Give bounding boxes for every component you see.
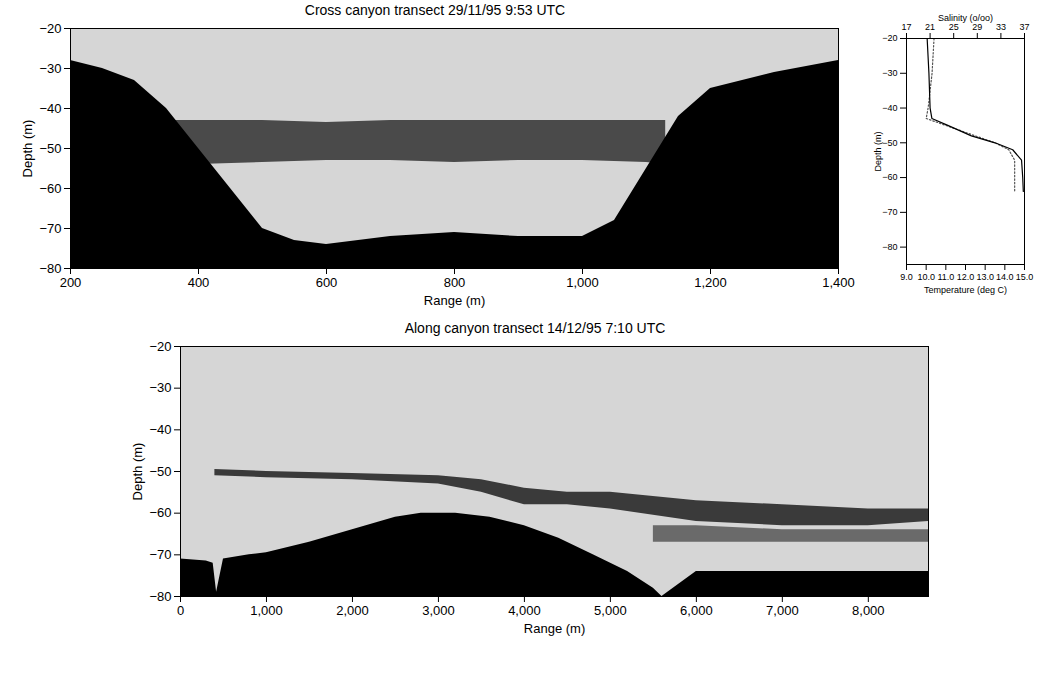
svg-text:21: 21: [925, 22, 935, 32]
svg-text:−40: −40: [149, 422, 171, 437]
svg-text:−20: −20: [39, 21, 61, 36]
svg-text:200: 200: [60, 275, 82, 290]
svg-text:9.0: 9.0: [900, 272, 913, 282]
svg-text:Depth (m): Depth (m): [20, 120, 35, 178]
svg-text:−70: −70: [882, 207, 897, 217]
svg-text:Temperature (deg C): Temperature (deg C): [924, 285, 1007, 295]
svg-text:−50: −50: [149, 464, 171, 479]
svg-text:400: 400: [188, 275, 210, 290]
html-text:Along canyon transect 14/12/95: Along canyon transect 14/12/95 7:10 UTC: [404, 320, 666, 336]
svg-text:Depth (m): Depth (m): [130, 443, 145, 501]
svg-text:−30: −30: [149, 380, 171, 395]
svg-text:600: 600: [316, 275, 338, 290]
svg-text:1,200: 1,200: [694, 275, 727, 290]
svg-text:−80: −80: [882, 242, 897, 252]
svg-text:1,400: 1,400: [822, 275, 855, 290]
svg-text:−60: −60: [882, 172, 897, 182]
svg-text:33: 33: [996, 22, 1006, 32]
svg-text:−70: −70: [39, 221, 61, 236]
svg-text:1,000: 1,000: [250, 603, 283, 618]
svg-text:17: 17: [901, 22, 911, 32]
svg-text:Depth (m): Depth (m): [873, 131, 883, 171]
svg-text:Range (m): Range (m): [424, 293, 485, 308]
svg-text:3,000: 3,000: [422, 603, 455, 618]
svg-text:−50: −50: [882, 138, 897, 148]
svg-text:8,000: 8,000: [852, 603, 885, 618]
svg-text:13.0: 13.0: [976, 272, 994, 282]
svg-text:4,000: 4,000: [508, 603, 541, 618]
html-text:Cross canyon transect 29/11/95: Cross canyon transect 29/11/95 9:53 UTC: [304, 2, 566, 18]
svg-text:7,000: 7,000: [766, 603, 799, 618]
svg-text:11.0: 11.0: [937, 272, 954, 282]
svg-text:10.0: 10.0: [917, 272, 935, 282]
svg-text:−60: −60: [149, 505, 171, 520]
svg-text:Range (m): Range (m): [524, 621, 585, 636]
svg-text:6,000: 6,000: [680, 603, 713, 618]
svg-text:−20: −20: [149, 339, 171, 354]
svg-text:29: 29: [972, 22, 982, 32]
svg-text:−60: −60: [39, 181, 61, 196]
svg-text:−40: −40: [882, 103, 897, 113]
svg-text:25: 25: [949, 22, 959, 32]
svg-text:1,000: 1,000: [566, 275, 599, 290]
svg-text:−30: −30: [882, 68, 897, 78]
svg-text:37: 37: [1019, 22, 1029, 32]
svg-text:0: 0: [177, 603, 184, 618]
svg-text:Salinity (o/oo): Salinity (o/oo): [938, 13, 993, 23]
svg-text:−30: −30: [39, 61, 61, 76]
svg-text:800: 800: [444, 275, 466, 290]
svg-text:5,000: 5,000: [594, 603, 627, 618]
svg-text:−80: −80: [39, 261, 61, 276]
svg-text:−20: −20: [882, 33, 897, 43]
svg-text:−80: −80: [149, 589, 171, 604]
svg-text:−40: −40: [39, 101, 61, 116]
svg-text:2,000: 2,000: [336, 603, 369, 618]
svg-text:−70: −70: [149, 547, 171, 562]
svg-text:−50: −50: [39, 141, 61, 156]
svg-text:14.0: 14.0: [996, 272, 1014, 282]
svg-text:12.0: 12.0: [957, 272, 975, 282]
svg-text:15.0: 15.0: [1016, 272, 1034, 282]
